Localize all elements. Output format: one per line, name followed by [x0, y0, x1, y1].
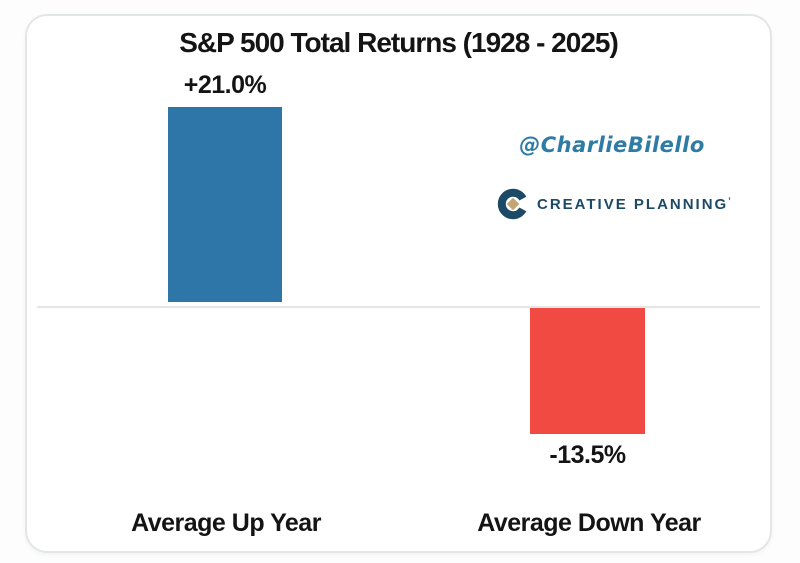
creative-planning-logo-text: CREATIVE PLANNING’ — [537, 195, 733, 213]
logo-trademark-tick: ’ — [728, 195, 733, 206]
category-label-average-down-year: Average Down Year — [477, 509, 701, 537]
bar-group-average-up-year: +21.0% — [168, 71, 282, 302]
chart-title: S&P 500 Total Returns (1928 - 2025) — [179, 27, 619, 58]
up-bar — [168, 107, 282, 302]
creative-planning-logo: CREATIVE PLANNING’ — [497, 188, 733, 220]
watermark-handle: @CharlieBilello — [519, 133, 705, 157]
down-bar — [530, 308, 645, 434]
creative-planning-c-icon — [497, 188, 529, 220]
category-label-average-up-year: Average Up Year — [131, 509, 321, 537]
chart-card: S&P 500 Total Returns (1928 - 2025) +21.… — [25, 14, 772, 553]
zero-axis-line — [37, 306, 760, 308]
bar-group-average-down-year: -13.5% — [530, 308, 645, 470]
down-bar-value-label: -13.5% — [549, 441, 626, 469]
up-bar-value-label: +21.0% — [183, 71, 267, 99]
